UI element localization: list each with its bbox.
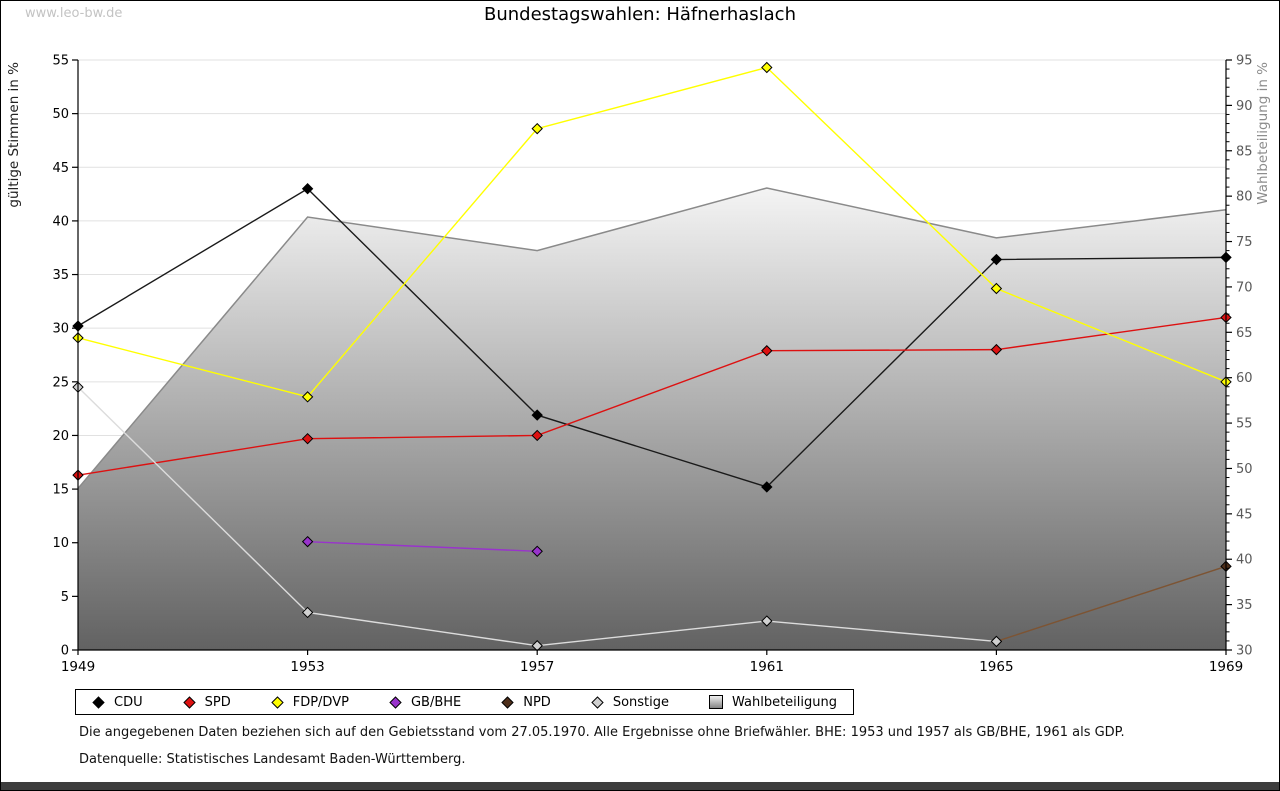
legend-item-sonstige: Sonstige — [591, 695, 669, 710]
svg-text:90: 90 — [1236, 99, 1253, 114]
legend-label-fdp-dvp: FDP/DVP — [292, 694, 349, 710]
datapoint-spd-1961 — [761, 345, 773, 357]
legend-marker-spd — [182, 695, 196, 709]
datapoint-fdp-dvp-1961 — [761, 61, 773, 74]
left-axis-title: gültige Stimmen in % — [6, 62, 22, 208]
bottom-bar — [1, 782, 1279, 790]
datapoint-cdu-1957 — [531, 409, 543, 421]
legend-label-wahlbeteiligung: Wahlbeteiligung — [732, 694, 838, 710]
page-title: Bundestagswahlen: Häfnerhaslach — [484, 4, 796, 25]
legend-marker-gb-bhe — [389, 695, 402, 709]
svg-text:0: 0 — [61, 644, 69, 659]
datapoint-spd-1957 — [531, 429, 543, 442]
svg-text:1957: 1957 — [520, 659, 554, 675]
legend-marker-wahlbeteiligung — [709, 695, 723, 709]
datapoint-sonstige-1965 — [990, 635, 1003, 648]
svg-text:70: 70 — [1236, 280, 1253, 295]
series-gb-bhe — [301, 535, 543, 558]
svg-text:60: 60 — [1236, 371, 1253, 386]
svg-text:25: 25 — [52, 375, 69, 390]
legend-marker-sonstige — [591, 695, 604, 709]
footnote-gebietsstand: Die angegebenen Daten beziehen sich auf … — [79, 725, 1125, 740]
legend-item-npd: NPD — [501, 695, 551, 710]
legend-label-npd: NPD — [523, 694, 551, 710]
svg-text:1949: 1949 — [61, 659, 95, 675]
datapoint-sonstige-1953 — [301, 606, 314, 619]
svg-text:1953: 1953 — [290, 659, 324, 675]
datapoint-gb-bhe-1953 — [301, 535, 314, 548]
legend-marker-fdp-dvp — [271, 695, 284, 709]
svg-text:35: 35 — [52, 268, 69, 283]
datapoint-sonstige-1961 — [761, 615, 773, 627]
legend-label-gb-bhe: GB/BHE — [410, 694, 462, 710]
right-axis-title: Wahlbeteiligung in % — [1255, 62, 1271, 205]
svg-text:20: 20 — [52, 429, 69, 444]
svg-text:95: 95 — [1236, 54, 1253, 69]
legend-item-cdu: CDU — [92, 695, 143, 710]
svg-text:50: 50 — [1236, 462, 1253, 477]
datapoint-fdp-dvp-1965 — [990, 282, 1003, 295]
axes — [77, 60, 1227, 651]
datapoint-cdu-1965 — [990, 253, 1003, 266]
svg-text:1961: 1961 — [750, 659, 784, 675]
watermark: www.leo-bw.de — [25, 6, 123, 21]
legend-item-fdp-dvp: FDP/DVP — [271, 695, 349, 710]
svg-text:30: 30 — [1236, 644, 1253, 659]
left-axis: 0 5 10 15 20 25 30 35 40 45 50 55 — [52, 54, 78, 659]
legend-label-sonstige: Sonstige — [612, 694, 669, 710]
svg-text:10: 10 — [52, 536, 69, 551]
wahlbeteiligung-area — [78, 187, 1226, 650]
chart-legend: CDU SPD FDP/DVP GB/BHE NPD Sonstige Wahlbeteil… — [75, 689, 855, 715]
svg-text:75: 75 — [1236, 235, 1253, 250]
svg-text:15: 15 — [52, 483, 69, 498]
svg-text:40: 40 — [1236, 553, 1253, 568]
svg-text:65: 65 — [1236, 326, 1253, 341]
datapoint-spd-1953 — [301, 432, 314, 445]
right-axis: 30 35 40 45 50 55 60 65 70 75 80 85 90 95 — [1226, 54, 1253, 659]
datapoint-spd-1965 — [990, 343, 1003, 356]
datapoint-gb-bhe-1957 — [531, 545, 543, 558]
svg-text:1965: 1965 — [979, 659, 1013, 675]
datapoint-fdp-dvp-1953 — [301, 391, 314, 403]
legend-marker-cdu — [92, 695, 105, 709]
svg-text:50: 50 — [52, 107, 69, 122]
svg-text:35: 35 — [1236, 598, 1253, 613]
series-sonstige — [72, 381, 1003, 652]
svg-text:85: 85 — [1236, 144, 1253, 159]
legend-item-gb-bhe: GB/BHE — [389, 695, 461, 710]
svg-text:45: 45 — [52, 161, 69, 176]
datapoint-cdu-1953 — [301, 183, 314, 195]
svg-text:30: 30 — [52, 322, 69, 337]
datapoint-cdu-1961 — [761, 481, 773, 493]
svg-text:80: 80 — [1236, 190, 1253, 205]
x-axis: 1949 1953 1957 1961 1965 1969 — [61, 650, 1243, 675]
wahlbeteiligung-area-edge — [77, 187, 1227, 489]
svg-text:45: 45 — [1236, 507, 1253, 522]
legend-marker-npd — [501, 695, 514, 709]
legend-label-spd: SPD — [204, 694, 231, 710]
svg-text:55: 55 — [52, 54, 69, 69]
svg-text:1969: 1969 — [1209, 659, 1243, 675]
svg-text:5: 5 — [61, 590, 69, 605]
legend-label-cdu: CDU — [114, 694, 143, 710]
legend-item-spd: SPD — [182, 694, 231, 710]
svg-text:55: 55 — [1236, 417, 1253, 432]
svg-text:40: 40 — [52, 214, 69, 229]
legend-item-wahlbeteiligung: Wahlbeteiligung — [709, 695, 837, 710]
datapoint-fdp-dvp-1957 — [531, 122, 543, 135]
footnote-datenquelle: Datenquelle: Statistisches Landesamt Bad… — [79, 752, 466, 767]
